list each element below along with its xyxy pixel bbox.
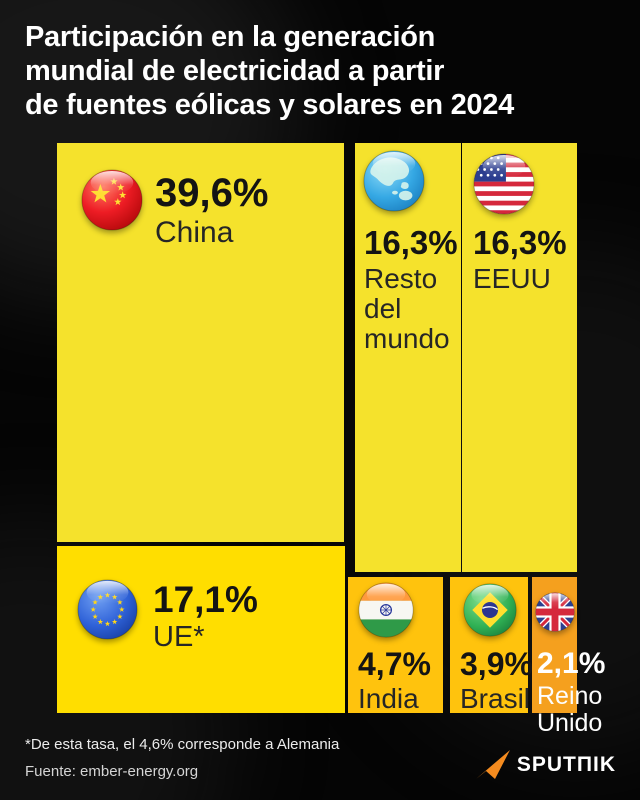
share-value: 4,7%: [358, 646, 431, 682]
footnote: *De esta tasa, el 4,6% corresponde a Ale…: [25, 736, 340, 753]
country-label: Brasil: [460, 683, 531, 714]
usa-flag-icon: [473, 153, 535, 215]
treemap-chart: 39,6% China: [57, 143, 605, 737]
page-title: Participación en la generación mundial d…: [25, 20, 514, 122]
eu-flag-icon: [77, 579, 138, 640]
share-value: 16,3%: [473, 224, 567, 261]
treemap-block-eeuu: 16,3% EEUU: [462, 143, 577, 572]
title-line: de fuentes eólicas y solares en 2024: [25, 89, 514, 121]
uk-flag-icon: [535, 592, 575, 632]
treemap-block-china: 39,6% China: [57, 143, 344, 542]
share-value: 39,6%: [155, 171, 269, 215]
share-value: 2,1%: [537, 647, 606, 680]
treemap-block-resto-del-mundo: 16,3% Resto del mundo: [355, 143, 461, 572]
country-label: Reino Unido: [537, 682, 603, 737]
treemap-block-reino-unido: 2,1% Reino Unido: [532, 577, 605, 737]
sputnik-logo: SPUTΠIK: [475, 750, 616, 780]
treemap-block-india: 4,7% India: [348, 577, 443, 714]
india-flag-icon: [358, 582, 414, 638]
china-flag-icon: [81, 169, 143, 231]
globe-icon: [363, 150, 425, 212]
country-label: EEUU: [473, 263, 551, 294]
share-value: 3,9%: [460, 646, 533, 682]
share-value: 16,3%: [364, 224, 458, 261]
country-label: Resto del mundo: [364, 263, 450, 354]
brazil-flag-icon: [463, 583, 517, 637]
source-attribution: Fuente: ember-energy.org: [25, 763, 199, 780]
sputnik-logo-text: SPUTΠIK: [516, 753, 616, 776]
treemap-block-brasil: 3,9% Brasil: [450, 577, 533, 714]
share-value: 17,1%: [153, 579, 258, 620]
sputnik-arrow-icon: [475, 750, 510, 779]
treemap-block-ue: 17,1% UE*: [57, 546, 345, 713]
country-label: India: [358, 683, 419, 714]
title-line: Participación en la generación: [25, 21, 436, 53]
title-line: mundial de electricidad a partir: [25, 55, 445, 87]
country-label: UE*: [153, 621, 205, 653]
country-label: China: [155, 216, 234, 249]
